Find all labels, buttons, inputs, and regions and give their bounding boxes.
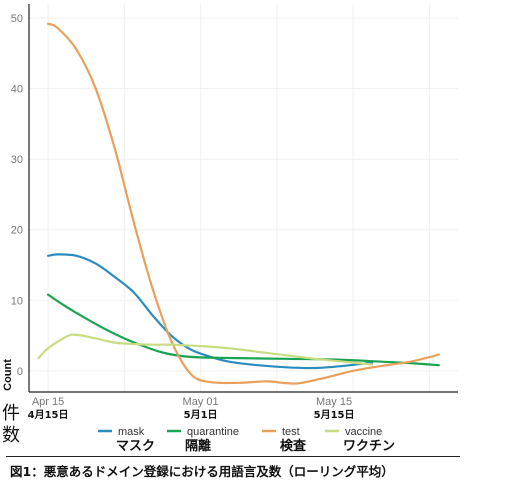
legend-label-quarantine: quarantine bbox=[187, 426, 239, 438]
legend-label-jp-quarantine: 隔離 bbox=[185, 438, 211, 454]
x-tick-label: Apr 15 bbox=[32, 396, 64, 408]
legend-label-mask: mask bbox=[118, 426, 145, 438]
legend-label-jp-test: 検査 bbox=[280, 438, 307, 454]
y-tick-label: 40 bbox=[11, 84, 23, 96]
x-tick-label-jp: 5月15日 bbox=[314, 409, 355, 421]
series-line-mask bbox=[47, 253, 374, 370]
legend-label-jp-vaccine: ワクチン bbox=[343, 439, 395, 454]
x-tick-label: May 01 bbox=[183, 396, 219, 408]
legend-label-vaccine: vaccine bbox=[345, 426, 382, 438]
figure-caption: 図1：悪意あるドメイン登録における用語言及数（ローリング平均） bbox=[10, 464, 394, 479]
y-tick-label: 30 bbox=[11, 154, 23, 166]
legend-label-test: test bbox=[282, 426, 300, 438]
caption-rule bbox=[6, 456, 460, 457]
y-axis-label: Count bbox=[2, 359, 14, 391]
series-line-quarantine bbox=[47, 293, 440, 367]
y-tick-label: 10 bbox=[11, 295, 23, 307]
series-lines bbox=[37, 22, 440, 385]
y-axis-label-jp: 件 bbox=[2, 403, 20, 424]
series-line-test bbox=[47, 22, 440, 385]
y-tick-label: 50 bbox=[11, 13, 23, 25]
y-tick-label: 20 bbox=[11, 225, 23, 237]
x-tick-label-jp: 4月15日 bbox=[28, 409, 69, 421]
series-line-vaccine bbox=[37, 333, 374, 366]
legend-label-jp-mask: マスク bbox=[116, 439, 155, 454]
x-tick-label: May 15 bbox=[316, 396, 352, 408]
y-axis-label-jp: 数 bbox=[2, 425, 20, 446]
grid bbox=[29, 4, 458, 392]
y-tick-label: 0 bbox=[17, 366, 23, 378]
x-tick-label-jp: 5月1日 bbox=[184, 409, 218, 421]
